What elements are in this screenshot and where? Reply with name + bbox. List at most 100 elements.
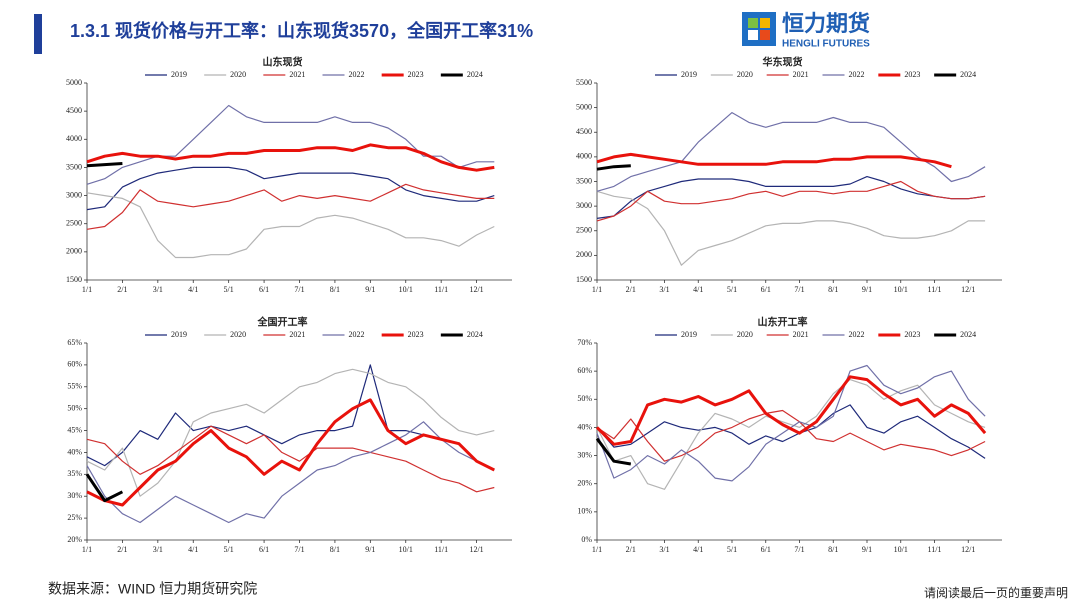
y-tick-label: 55% bbox=[67, 382, 82, 391]
x-tick-label: 9/1 bbox=[365, 545, 375, 554]
series-line bbox=[596, 180, 986, 222]
series-line bbox=[86, 398, 495, 507]
chart: 山东开工率 2019 2020 2021 2022 2023 2024 0% 10% 20% 30%… bbox=[577, 316, 1002, 554]
x-tick-label: 5/1 bbox=[224, 285, 234, 294]
series-line bbox=[86, 425, 495, 493]
header-bar bbox=[34, 14, 42, 54]
series-line bbox=[596, 176, 986, 219]
x-tick-label: 10/1 bbox=[894, 285, 908, 294]
legend-label: 2022 bbox=[349, 330, 365, 339]
header-title: 1.3.1 现货价格与开工率：山东现货3570，全国开工率31% bbox=[70, 20, 533, 41]
series-line bbox=[86, 368, 495, 497]
x-tick-label: 11/1 bbox=[434, 545, 448, 554]
y-tick-label: 2000 bbox=[576, 250, 592, 259]
y-tick-label: 70% bbox=[577, 338, 592, 347]
series-line bbox=[595, 375, 987, 446]
legend-label: 2022 bbox=[849, 70, 865, 79]
series-line bbox=[86, 104, 495, 185]
x-tick-label: 4/1 bbox=[693, 545, 703, 554]
x-tick-label: 9/1 bbox=[365, 285, 375, 294]
legend-label: 2020 bbox=[737, 70, 753, 79]
series-line bbox=[596, 364, 986, 482]
chart-title: 山东现货 bbox=[263, 56, 303, 69]
series-line bbox=[85, 473, 124, 503]
y-tick-label: 45% bbox=[67, 425, 82, 434]
series-line bbox=[596, 409, 986, 462]
y-tick-label: 2500 bbox=[66, 219, 82, 228]
x-tick-label: 7/1 bbox=[294, 285, 304, 294]
chart: 全国开工率 2019 2020 2021 2022 2023 2024 20% 25% 30% 35… bbox=[67, 316, 512, 554]
y-tick-label: 50% bbox=[577, 394, 592, 403]
series-line bbox=[86, 166, 495, 211]
x-tick-label: 12/1 bbox=[469, 285, 483, 294]
chart-title: 全国开工率 bbox=[257, 316, 308, 329]
x-tick-label: 4/1 bbox=[693, 285, 703, 294]
x-tick-label: 1/1 bbox=[82, 545, 92, 554]
y-tick-label: 50% bbox=[67, 403, 82, 412]
legend-label: 2024 bbox=[467, 70, 483, 79]
legend-label: 2024 bbox=[467, 330, 483, 339]
x-tick-label: 11/1 bbox=[928, 545, 942, 554]
legend-label: 2020 bbox=[230, 330, 246, 339]
x-tick-label: 12/1 bbox=[469, 545, 483, 554]
chart: 山东现货 2019 2020 2021 2022 2023 2024 1500 2000 2500… bbox=[66, 56, 512, 294]
y-tick-label: 1500 bbox=[576, 275, 592, 284]
y-tick-label: 3000 bbox=[66, 190, 82, 199]
x-tick-label: 2/1 bbox=[117, 285, 127, 294]
y-tick-label: 30% bbox=[577, 450, 592, 459]
x-tick-label: 1/1 bbox=[82, 285, 92, 294]
y-tick-label: 3500 bbox=[576, 176, 592, 185]
x-tick-label: 2/1 bbox=[626, 545, 636, 554]
y-tick-label: 65% bbox=[67, 338, 82, 347]
x-tick-label: 5/1 bbox=[727, 285, 737, 294]
y-tick-label: 0% bbox=[581, 535, 592, 544]
y-tick-label: 40% bbox=[67, 447, 82, 456]
x-tick-label: 4/1 bbox=[188, 545, 198, 554]
x-tick-label: 6/1 bbox=[259, 285, 269, 294]
x-tick-label: 3/1 bbox=[153, 285, 163, 294]
series-line bbox=[86, 192, 495, 259]
series-line bbox=[596, 190, 986, 266]
y-tick-label: 2500 bbox=[576, 226, 592, 235]
legend-label: 2024 bbox=[960, 70, 976, 79]
chart-title: 山东开工率 bbox=[758, 316, 808, 329]
y-tick-label: 25% bbox=[67, 513, 82, 522]
legend-label: 2020 bbox=[230, 70, 246, 79]
legend-label: 2020 bbox=[737, 330, 753, 339]
x-tick-label: 8/1 bbox=[828, 545, 838, 554]
x-tick-label: 12/1 bbox=[961, 285, 975, 294]
x-tick-label: 3/1 bbox=[659, 285, 669, 294]
x-tick-label: 6/1 bbox=[761, 285, 771, 294]
y-tick-label: 40% bbox=[577, 422, 592, 431]
y-tick-label: 3500 bbox=[66, 162, 82, 171]
legend-label: 2021 bbox=[793, 330, 809, 339]
logo-name: 恒力期货 bbox=[782, 11, 870, 36]
chart: 华东现货 2019 2020 2021 2022 2023 2024 1500 2000 2500… bbox=[576, 56, 1002, 294]
y-tick-label: 1500 bbox=[66, 275, 82, 284]
series-line bbox=[596, 152, 952, 169]
chart-title: 华东现货 bbox=[763, 56, 803, 69]
y-tick-label: 2000 bbox=[66, 247, 82, 256]
x-tick-label: 2/1 bbox=[117, 545, 127, 554]
x-tick-label: 11/1 bbox=[928, 285, 942, 294]
disclaimer: 请阅读最后一页的重要声明 bbox=[924, 585, 1068, 600]
x-tick-label: 1/1 bbox=[592, 545, 602, 554]
y-tick-label: 4000 bbox=[66, 134, 82, 143]
x-tick-label: 6/1 bbox=[259, 545, 269, 554]
x-tick-label: 10/1 bbox=[399, 545, 413, 554]
x-tick-label: 5/1 bbox=[727, 545, 737, 554]
y-tick-label: 5500 bbox=[576, 78, 592, 87]
x-tick-label: 2/1 bbox=[626, 285, 636, 294]
series-line bbox=[596, 164, 631, 171]
x-tick-label: 7/1 bbox=[294, 545, 304, 554]
x-tick-label: 3/1 bbox=[659, 545, 669, 554]
legend-label: 2019 bbox=[171, 330, 187, 339]
legend-label: 2023 bbox=[904, 70, 920, 79]
x-tick-label: 5/1 bbox=[224, 545, 234, 554]
legend-label: 2023 bbox=[408, 330, 424, 339]
x-tick-label: 7/1 bbox=[794, 285, 804, 294]
x-tick-label: 1/1 bbox=[592, 285, 602, 294]
legend-label: 2023 bbox=[904, 330, 920, 339]
x-tick-label: 3/1 bbox=[153, 545, 163, 554]
legend-label: 2024 bbox=[960, 330, 976, 339]
